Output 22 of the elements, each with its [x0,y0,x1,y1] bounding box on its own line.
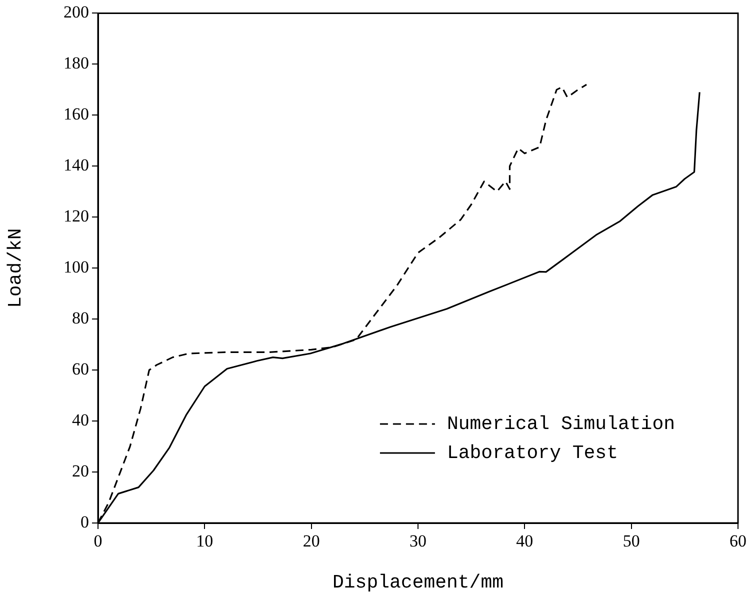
y-tick-label: 200 [64,2,89,22]
y-axis-title: Load/kN [4,228,26,308]
x-axis-title: Displacement/mm [332,572,504,594]
y-tick-label: 120 [64,206,89,226]
legend-label: Laboratory Test [446,442,618,464]
x-tick-label: 50 [622,532,640,551]
x-tick-label: 60 [730,532,746,551]
x-tick-label: 40 [516,532,534,551]
x-tick-label: 10 [196,532,214,551]
y-tick-label: 160 [64,104,89,124]
y-tick-label: 80 [72,308,89,328]
y-tick-label: 180 [64,54,89,73]
y-tick-label: 20 [72,461,89,480]
y-tick-label: 100 [64,258,89,277]
y-tick-label: 0 [80,512,89,532]
y-tick-label: 60 [72,360,89,379]
y-tick-label: 40 [72,410,89,430]
legend-label: Numerical Simulation [446,413,676,436]
y-tick-label: 140 [64,156,89,175]
x-tick-label: 30 [410,532,426,551]
x-tick-label: 20 [302,532,320,551]
x-tick-label: 0 [94,532,102,551]
